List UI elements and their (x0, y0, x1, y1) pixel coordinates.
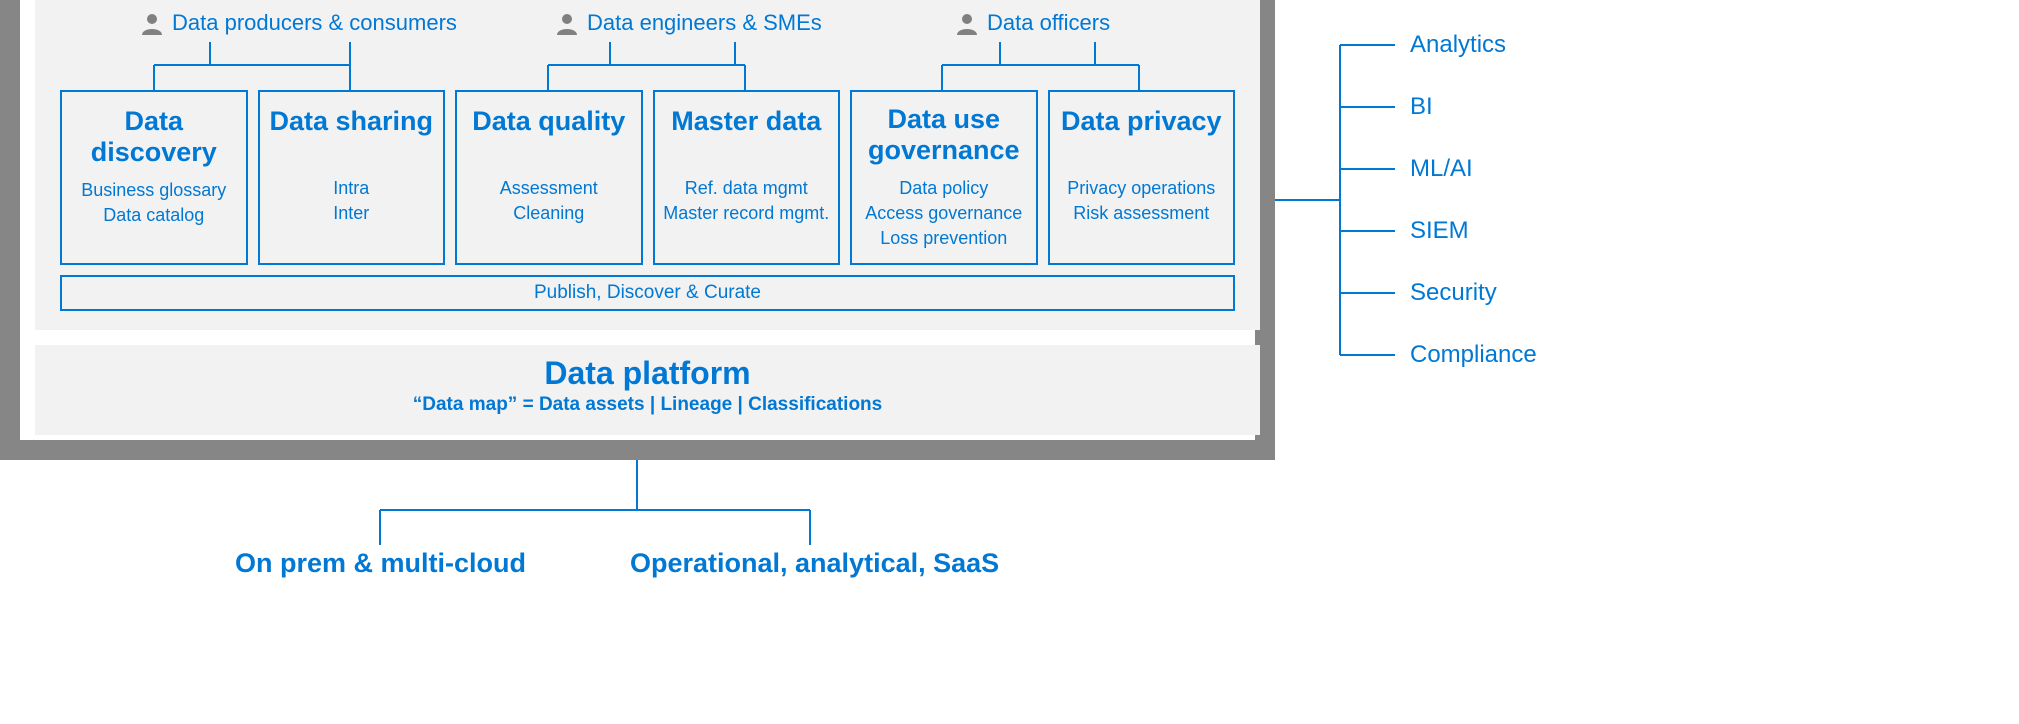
governance-panel: Data producers & consumers Data engineer… (35, 0, 1260, 330)
card-title: Data discovery (68, 104, 240, 168)
card-items: Privacy operations Risk assessment (1056, 176, 1228, 226)
card-data-privacy: Data privacy Privacy operations Risk ass… (1048, 90, 1236, 265)
card-item: Assessment (463, 176, 635, 201)
person-icon (955, 11, 979, 35)
card-item: Business glossary (68, 178, 240, 203)
card-item: Inter (266, 201, 438, 226)
card-data-sharing: Data sharing Intra Inter (258, 90, 446, 265)
role-engineers-smes: Data engineers & SMEs (555, 10, 822, 36)
card-item: Privacy operations (1056, 176, 1228, 201)
card-items: Assessment Cleaning (463, 176, 635, 226)
publish-discover-curate-bar: Publish, Discover & Curate (60, 275, 1235, 311)
person-icon (140, 11, 164, 35)
card-items: Intra Inter (266, 176, 438, 226)
card-item: Master record mgmt. (661, 201, 833, 226)
capability-cards: Data discovery Business glossary Data ca… (60, 90, 1235, 265)
bottom-label-onprem: On prem & multi-cloud (235, 548, 526, 579)
card-item: Data policy (858, 176, 1030, 201)
role-label: Data engineers & SMEs (587, 10, 822, 36)
card-title: Data quality (463, 104, 635, 166)
role-data-officers: Data officers (955, 10, 1110, 36)
card-data-quality: Data quality Assessment Cleaning (455, 90, 643, 265)
right-item-analytics: Analytics (1410, 33, 1537, 57)
right-item-bi: BI (1410, 95, 1537, 119)
card-data-use-governance: Data use governance Data policy Access g… (850, 90, 1038, 265)
card-data-discovery: Data discovery Business glossary Data ca… (60, 90, 248, 265)
right-item-compliance: Compliance (1410, 343, 1537, 367)
platform-subtitle: “Data map” = Data assets | Lineage | Cla… (35, 394, 1260, 416)
right-item-siem: SIEM (1410, 219, 1537, 243)
card-title: Data use governance (858, 104, 1030, 166)
card-items: Data policy Access governance Loss preve… (858, 176, 1030, 252)
bottom-label-operational: Operational, analytical, SaaS (630, 548, 999, 579)
card-title: Data privacy (1056, 104, 1228, 166)
publish-bar-label: Publish, Discover & Curate (534, 282, 761, 304)
data-platform-panel: Data platform “Data map” = Data assets |… (35, 345, 1260, 435)
card-items: Business glossary Data catalog (68, 178, 240, 228)
right-item-mlai: ML/AI (1410, 157, 1537, 181)
right-capabilities-list: Analytics BI ML/AI SIEM Security Complia… (1410, 33, 1537, 405)
card-item: Access governance (858, 201, 1030, 226)
roles-row: Data producers & consumers Data engineer… (35, 10, 1260, 50)
role-label: Data officers (987, 10, 1110, 36)
card-item: Cleaning (463, 201, 635, 226)
card-title: Data sharing (266, 104, 438, 166)
card-item: Risk assessment (1056, 201, 1228, 226)
role-producers-consumers: Data producers & consumers (140, 10, 457, 36)
person-icon (555, 11, 579, 35)
right-item-security: Security (1410, 281, 1537, 305)
platform-title: Data platform (35, 355, 1260, 392)
card-item: Data catalog (68, 203, 240, 228)
diagram-frame: Data producers & consumers Data engineer… (0, 0, 1275, 460)
card-item: Ref. data mgmt (661, 176, 833, 201)
card-title: Master data (661, 104, 833, 166)
card-master-data: Master data Ref. data mgmt Master record… (653, 90, 841, 265)
card-items: Ref. data mgmt Master record mgmt. (661, 176, 833, 226)
role-label: Data producers & consumers (172, 10, 457, 36)
card-item: Loss prevention (858, 226, 1030, 251)
card-item: Intra (266, 176, 438, 201)
